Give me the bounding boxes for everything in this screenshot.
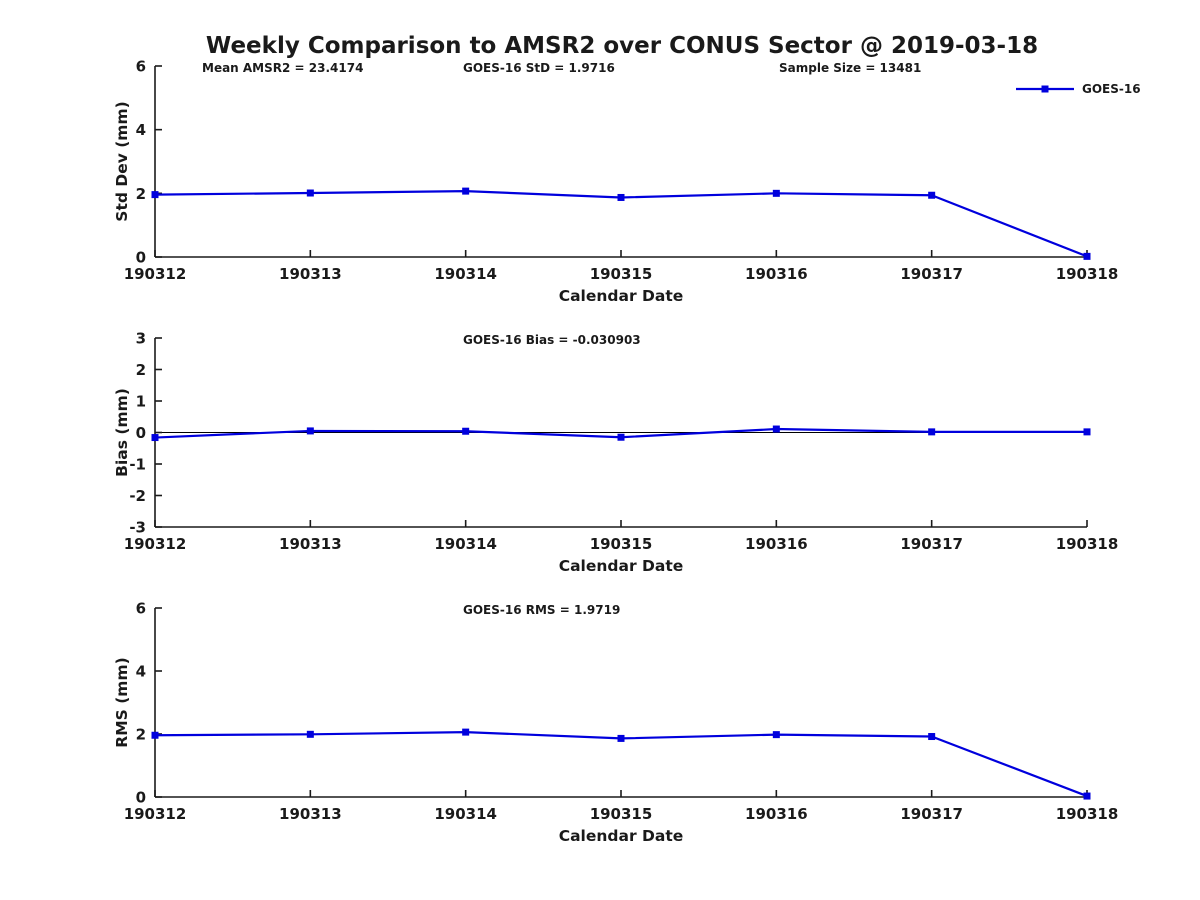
y-axis-label-rms: RMS (mm): [113, 657, 131, 747]
annotation-goes16-std: GOES-16 StD = 1.9716: [463, 61, 615, 75]
y-tick-label: 6: [136, 58, 146, 76]
legend-label: GOES-16: [1082, 82, 1141, 96]
data-point-marker: [306, 730, 314, 738]
y-tick-label: 0: [136, 249, 146, 267]
data-point-marker: [462, 187, 470, 195]
y-axis-label-stddev: Std Dev (mm): [113, 101, 131, 221]
data-point-marker: [772, 731, 780, 739]
data-point-marker: [1083, 792, 1091, 800]
data-point-marker: [151, 731, 159, 739]
annotation-goes16-rms: GOES-16 RMS = 1.9719: [463, 603, 620, 617]
data-point-marker: [151, 191, 159, 199]
y-tick-label: 2: [136, 726, 146, 744]
x-axis-label-bias: Calendar Date: [559, 557, 684, 575]
y-tick-label: -1: [129, 456, 146, 474]
data-point-marker: [1083, 428, 1091, 436]
x-axis-label-rms: Calendar Date: [559, 827, 684, 845]
y-axis-label-bias: Bias (mm): [113, 388, 131, 477]
legend: GOES-16: [1016, 82, 1141, 96]
subplot-rms: 6 4 2 0 190318 190317 190316 190315 190314 190313…: [113, 600, 1118, 846]
y-tick-label: 6: [136, 600, 146, 618]
data-point-marker: [928, 428, 936, 436]
x-tick-label: 190314: [434, 265, 497, 283]
data-point-marker: [1083, 252, 1091, 260]
x-tick-label: 190316: [745, 535, 808, 553]
x-tick-label: 190313: [279, 535, 342, 553]
data-point-marker: [151, 434, 159, 442]
x-tick-label: 190314: [434, 535, 497, 553]
y-tick-label: 1: [136, 393, 146, 411]
y-tick-label: 3: [136, 330, 146, 348]
data-point-marker: [928, 733, 936, 741]
x-tick-label: 190315: [590, 535, 653, 553]
x-tick-label: 190313: [279, 265, 342, 283]
x-tick-label: 190318: [1056, 265, 1119, 283]
data-point-marker: [462, 427, 470, 435]
legend-marker-sample: [1041, 85, 1049, 93]
data-point-marker: [462, 728, 470, 736]
subplot-stddev: 6 4 2 0 190318 190317 190316 190315 190314 190313…: [113, 58, 1141, 306]
data-point-marker: [617, 734, 625, 742]
x-tick-label: 190312: [124, 265, 187, 283]
data-point-marker: [617, 433, 625, 441]
y-tick-label: 2: [136, 185, 146, 203]
x-tick-label: 190316: [745, 805, 808, 823]
x-tick-label: 190315: [590, 805, 653, 823]
x-tick-label: 190318: [1056, 805, 1119, 823]
y-tick-label: -2: [129, 487, 146, 505]
x-tick-label: 190316: [745, 265, 808, 283]
annotation-goes16-bias: GOES-16 Bias = -0.030903: [463, 333, 641, 347]
x-tick-label: 190317: [900, 535, 963, 553]
y-tick-label: 0: [136, 424, 146, 442]
data-point-marker: [306, 189, 314, 197]
x-tick-label: 190317: [900, 265, 963, 283]
y-tick-label: 2: [136, 361, 146, 379]
x-tick-label: 190313: [279, 805, 342, 823]
figure-title: Weekly Comparison to AMSR2 over CONUS Se…: [206, 33, 1038, 59]
x-tick-label: 190315: [590, 265, 653, 283]
x-tick-label: 190314: [434, 805, 497, 823]
x-axis-label-stddev: Calendar Date: [559, 287, 684, 305]
x-tick-label: 190318: [1056, 535, 1119, 553]
data-point-marker: [617, 193, 625, 201]
subplot-bias: 3 2 1 0 -1 -2 -3 190318 190317 190316 190315 190314…: [113, 330, 1118, 576]
data-point-marker: [306, 427, 314, 435]
data-point-marker: [928, 191, 936, 199]
data-point-marker: [772, 189, 780, 197]
data-point-marker: [772, 425, 780, 433]
x-tick-label: 190312: [124, 535, 187, 553]
y-tick-label: 4: [136, 121, 146, 139]
x-tick-label: 190312: [124, 805, 187, 823]
x-tick-label: 190317: [900, 805, 963, 823]
y-tick-label: 4: [136, 663, 146, 681]
y-tick-label: 0: [136, 789, 146, 807]
y-tick-label: -3: [129, 519, 146, 537]
annotation-sample-size: Sample Size = 13481: [779, 61, 921, 75]
annotation-mean-amsr2: Mean AMSR2 = 23.4174: [202, 61, 363, 75]
